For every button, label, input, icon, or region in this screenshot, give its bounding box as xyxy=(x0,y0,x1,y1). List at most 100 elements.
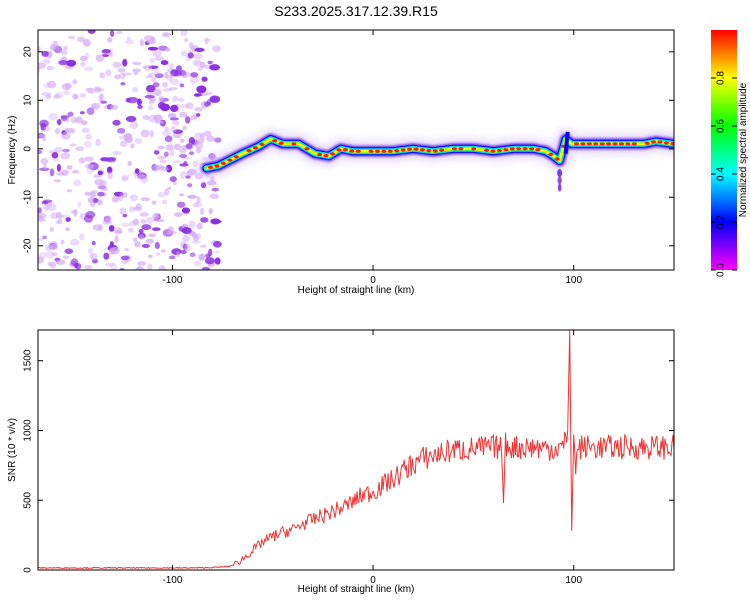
noise-blob xyxy=(185,102,194,110)
noise-blob xyxy=(38,167,50,172)
ridge-peak-spot xyxy=(419,148,426,152)
noise-blob xyxy=(95,138,101,147)
noise-blob xyxy=(134,241,141,248)
noise-blob xyxy=(161,199,168,205)
y-tick-label: -10 xyxy=(23,190,34,205)
snr-y-ticks: 0 500 1000 1500 xyxy=(23,349,674,573)
noise-blob xyxy=(168,87,178,91)
ridge-peak-spot xyxy=(259,142,265,147)
noise-blob xyxy=(191,240,202,244)
snr-panel: -100 0 100 0 500 1000 1500 Height of straight… xyxy=(7,329,675,595)
noise-blob xyxy=(198,253,205,261)
noise-blob xyxy=(41,200,49,205)
noise-blob xyxy=(83,66,94,72)
noise-blob xyxy=(179,111,188,118)
noise-blob xyxy=(185,170,195,176)
noise-blob xyxy=(193,260,202,267)
colorbar-tick-label: 0.6 xyxy=(716,119,727,133)
noise-blob xyxy=(121,72,132,76)
colorbar-tick-label: 0.4 xyxy=(716,167,727,181)
noise-blob xyxy=(190,114,198,121)
noise-blob xyxy=(196,222,203,230)
noise-blob xyxy=(175,251,181,258)
noise-blob xyxy=(97,199,103,206)
ridge-peak-spot xyxy=(374,149,381,153)
noise-blob xyxy=(165,47,171,52)
noise-blob xyxy=(179,171,187,180)
noise-blob xyxy=(147,65,159,69)
spectrogram-y-axis-label: Frequency (Hz) xyxy=(7,116,18,185)
noise-blob xyxy=(153,68,160,75)
noise-blob xyxy=(140,129,150,138)
noise-blob xyxy=(119,207,127,216)
noise-blob xyxy=(99,179,107,187)
noise-blob xyxy=(209,193,220,200)
noise-blob xyxy=(90,103,96,110)
y-tick-label: 500 xyxy=(23,491,34,508)
ridge-peak-spot xyxy=(586,142,592,146)
noise-blob xyxy=(179,83,185,88)
noise-blob xyxy=(196,85,207,94)
noise-blob xyxy=(184,37,189,43)
noise-blob-field xyxy=(38,30,222,270)
noise-blob xyxy=(214,250,221,254)
noise-blob xyxy=(43,203,50,212)
noise-blob xyxy=(66,189,73,193)
spectrogram-x-axis-label: Height of straight line (km) xyxy=(298,285,415,296)
noise-blob xyxy=(83,140,93,148)
y-tick-label: -20 xyxy=(23,238,34,253)
noise-blob xyxy=(158,265,166,270)
noise-blob xyxy=(203,130,212,137)
noise-blob xyxy=(129,121,139,130)
noise-blob xyxy=(38,149,43,155)
noise-blob xyxy=(181,207,191,214)
ridge-peak-spot xyxy=(503,148,509,152)
noise-blob xyxy=(160,249,166,253)
noise-blob xyxy=(141,224,152,231)
noise-blob xyxy=(182,243,188,251)
noise-blob xyxy=(152,82,160,88)
noise-blob xyxy=(135,266,145,270)
noise-blob xyxy=(178,193,185,197)
noise-blob xyxy=(77,201,82,208)
noise-blob xyxy=(145,74,152,79)
ridge-peak-spot xyxy=(554,157,560,161)
noise-blob xyxy=(40,157,49,165)
noise-blob xyxy=(120,82,126,86)
noise-blob xyxy=(158,95,164,103)
x-tick-label: 100 xyxy=(565,575,582,586)
ridge-peak-spot xyxy=(650,140,657,144)
ridge-dip-streak xyxy=(557,183,562,192)
noise-blob xyxy=(99,93,104,102)
noise-blob xyxy=(208,208,213,215)
noise-blob xyxy=(93,174,103,178)
spectral-ridge xyxy=(195,128,674,192)
noise-blob xyxy=(187,194,197,199)
noise-blob xyxy=(61,83,72,91)
noise-blob xyxy=(84,191,92,197)
noise-blob xyxy=(118,135,129,140)
noise-blob xyxy=(94,87,105,92)
noise-blob xyxy=(60,214,70,219)
noise-blob xyxy=(122,58,128,67)
noise-blob xyxy=(169,176,177,183)
noise-blob xyxy=(180,249,187,255)
noise-blob xyxy=(56,259,66,265)
noise-blob xyxy=(194,107,204,112)
ridge-peak-spot xyxy=(336,148,342,152)
noise-blob xyxy=(125,115,137,123)
ridge-peak-spot xyxy=(605,142,612,146)
noise-blob xyxy=(71,170,80,174)
noise-blob xyxy=(176,201,186,208)
noise-blob xyxy=(166,143,175,150)
noise-blob xyxy=(45,250,55,259)
noise-blob xyxy=(207,60,213,65)
snr-series-line xyxy=(38,330,674,570)
noise-blob xyxy=(190,72,199,78)
noise-blob xyxy=(169,148,175,157)
colorbar-tick-label: 0.8 xyxy=(716,71,727,85)
noise-blob xyxy=(46,65,55,71)
noise-blob xyxy=(194,132,203,140)
noise-blob xyxy=(163,151,169,157)
noise-blob xyxy=(178,97,185,102)
